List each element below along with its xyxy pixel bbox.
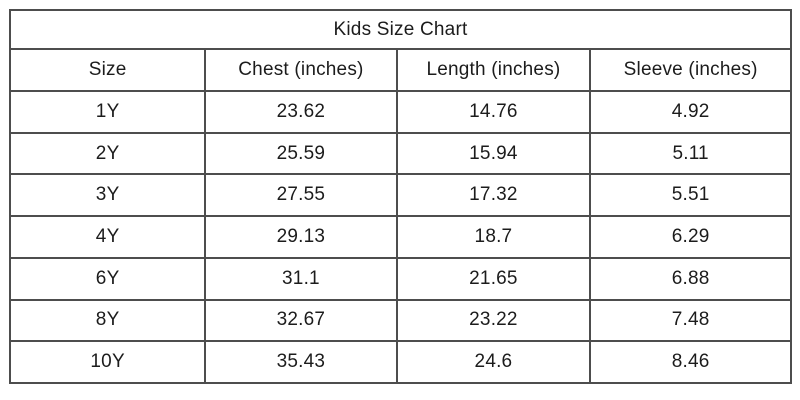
table-row: 3Y 27.55 17.32 5.51 [8,173,792,218]
header-row: Size Chest (inches) Length (inches) Slee… [8,48,792,92]
cell-chest: 29.13 [204,215,398,259]
cell-size: 3Y [8,173,207,218]
table-row: 8Y 32.67 23.22 7.48 [8,298,792,343]
cell-size: 8Y [8,298,207,343]
table-row: 6Y 31.1 21.65 6.88 [8,256,792,301]
cell-chest: 35.43 [204,340,398,384]
cell-sleeve: 6.88 [589,256,792,301]
cell-length: 23.22 [395,298,592,343]
cell-size: 6Y [8,256,207,301]
title-row: Kids Size Chart [9,9,792,50]
table-title: Kids Size Chart [9,9,792,50]
column-header-sleeve: Sleeve (inches) [589,48,792,92]
cell-length: 18.7 [395,215,592,259]
table-row: 2Y 25.59 15.94 5.11 [8,131,792,176]
cell-sleeve: 7.48 [589,298,792,343]
cell-size: 4Y [8,215,207,259]
cell-chest: 32.67 [204,298,398,343]
cell-size: 10Y [8,340,207,384]
cell-length: 14.76 [395,90,592,134]
cell-sleeve: 8.46 [589,340,792,384]
table-row: 4Y 29.13 18.7 6.29 [8,215,792,259]
column-header-length: Length (inches) [395,48,592,92]
cell-chest: 27.55 [204,173,398,218]
cell-sleeve: 4.92 [589,90,792,134]
cell-chest: 31.1 [204,256,398,301]
cell-size: 2Y [8,131,207,176]
cell-size: 1Y [8,90,207,134]
column-header-chest: Chest (inches) [204,48,398,92]
cell-length: 17.32 [395,173,592,218]
table-row: 1Y 23.62 14.76 4.92 [8,90,792,134]
table-row: 10Y 35.43 24.6 8.46 [8,340,792,384]
column-header-size: Size [8,48,207,92]
cell-sleeve: 6.29 [589,215,792,259]
cell-sleeve: 5.51 [589,173,792,218]
cell-length: 21.65 [395,256,592,301]
cell-chest: 25.59 [204,131,398,176]
cell-length: 24.6 [395,340,592,384]
cell-sleeve: 5.11 [589,131,792,176]
cell-length: 15.94 [395,131,592,176]
cell-chest: 23.62 [204,90,398,134]
kids-size-chart-table: Kids Size Chart Size Chest (inches) Leng… [8,9,792,384]
